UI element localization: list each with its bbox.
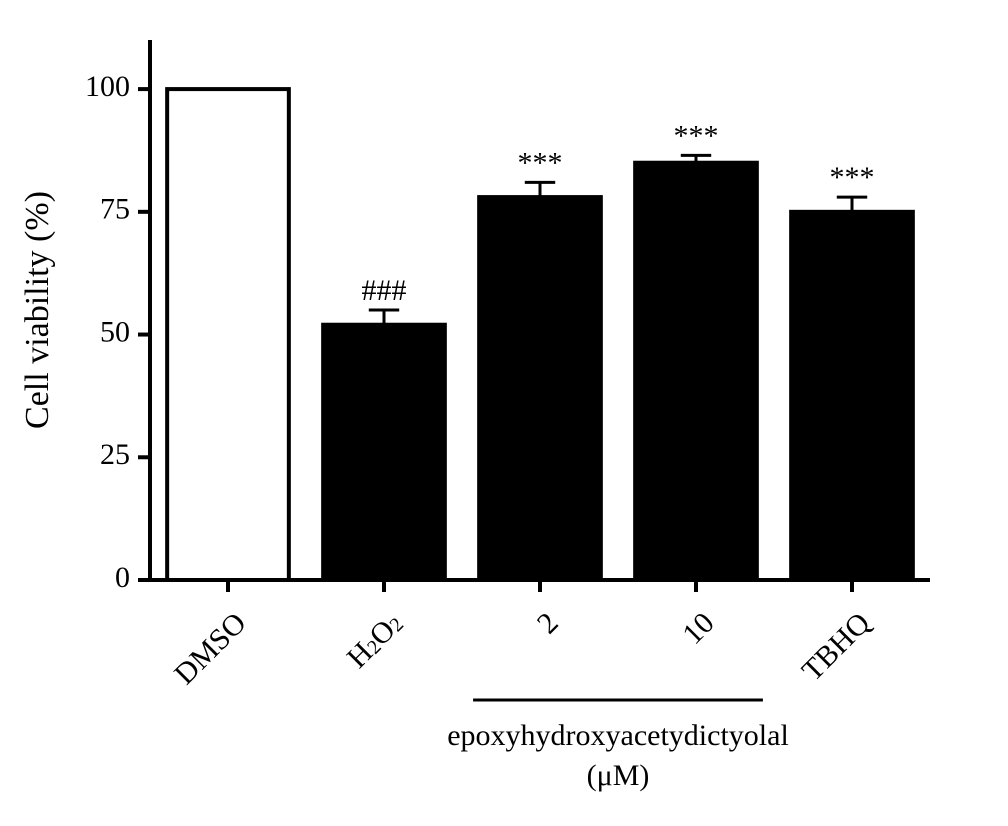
group-label-line2: (μM) xyxy=(587,759,650,792)
cell-viability-bar-chart: 0255075100Cell viability (%)DMSO###H2O2*… xyxy=(0,0,1008,826)
y-tick-label: 50 xyxy=(100,315,130,348)
y-axis-title: Cell viability (%) xyxy=(19,191,56,429)
sig-h2o2: ### xyxy=(362,274,407,307)
sig-ep10: *** xyxy=(674,119,719,152)
bar-ep10 xyxy=(635,163,757,580)
bar-h2o2 xyxy=(323,325,445,580)
chart-svg: 0255075100Cell viability (%)DMSO###H2O2*… xyxy=(0,0,1008,826)
sig-tbhq: *** xyxy=(830,161,875,194)
sig-ep2: *** xyxy=(518,146,563,179)
y-tick-label: 75 xyxy=(100,193,130,226)
group-label-line1: epoxyhydroxyacetydictyolal xyxy=(447,719,789,752)
y-tick-label: 100 xyxy=(85,70,130,103)
bar-ep2 xyxy=(479,197,601,580)
y-tick-label: 25 xyxy=(100,438,130,471)
bar-tbhq xyxy=(791,212,913,580)
y-tick-label: 0 xyxy=(115,561,130,594)
bar-dmso xyxy=(167,89,289,580)
